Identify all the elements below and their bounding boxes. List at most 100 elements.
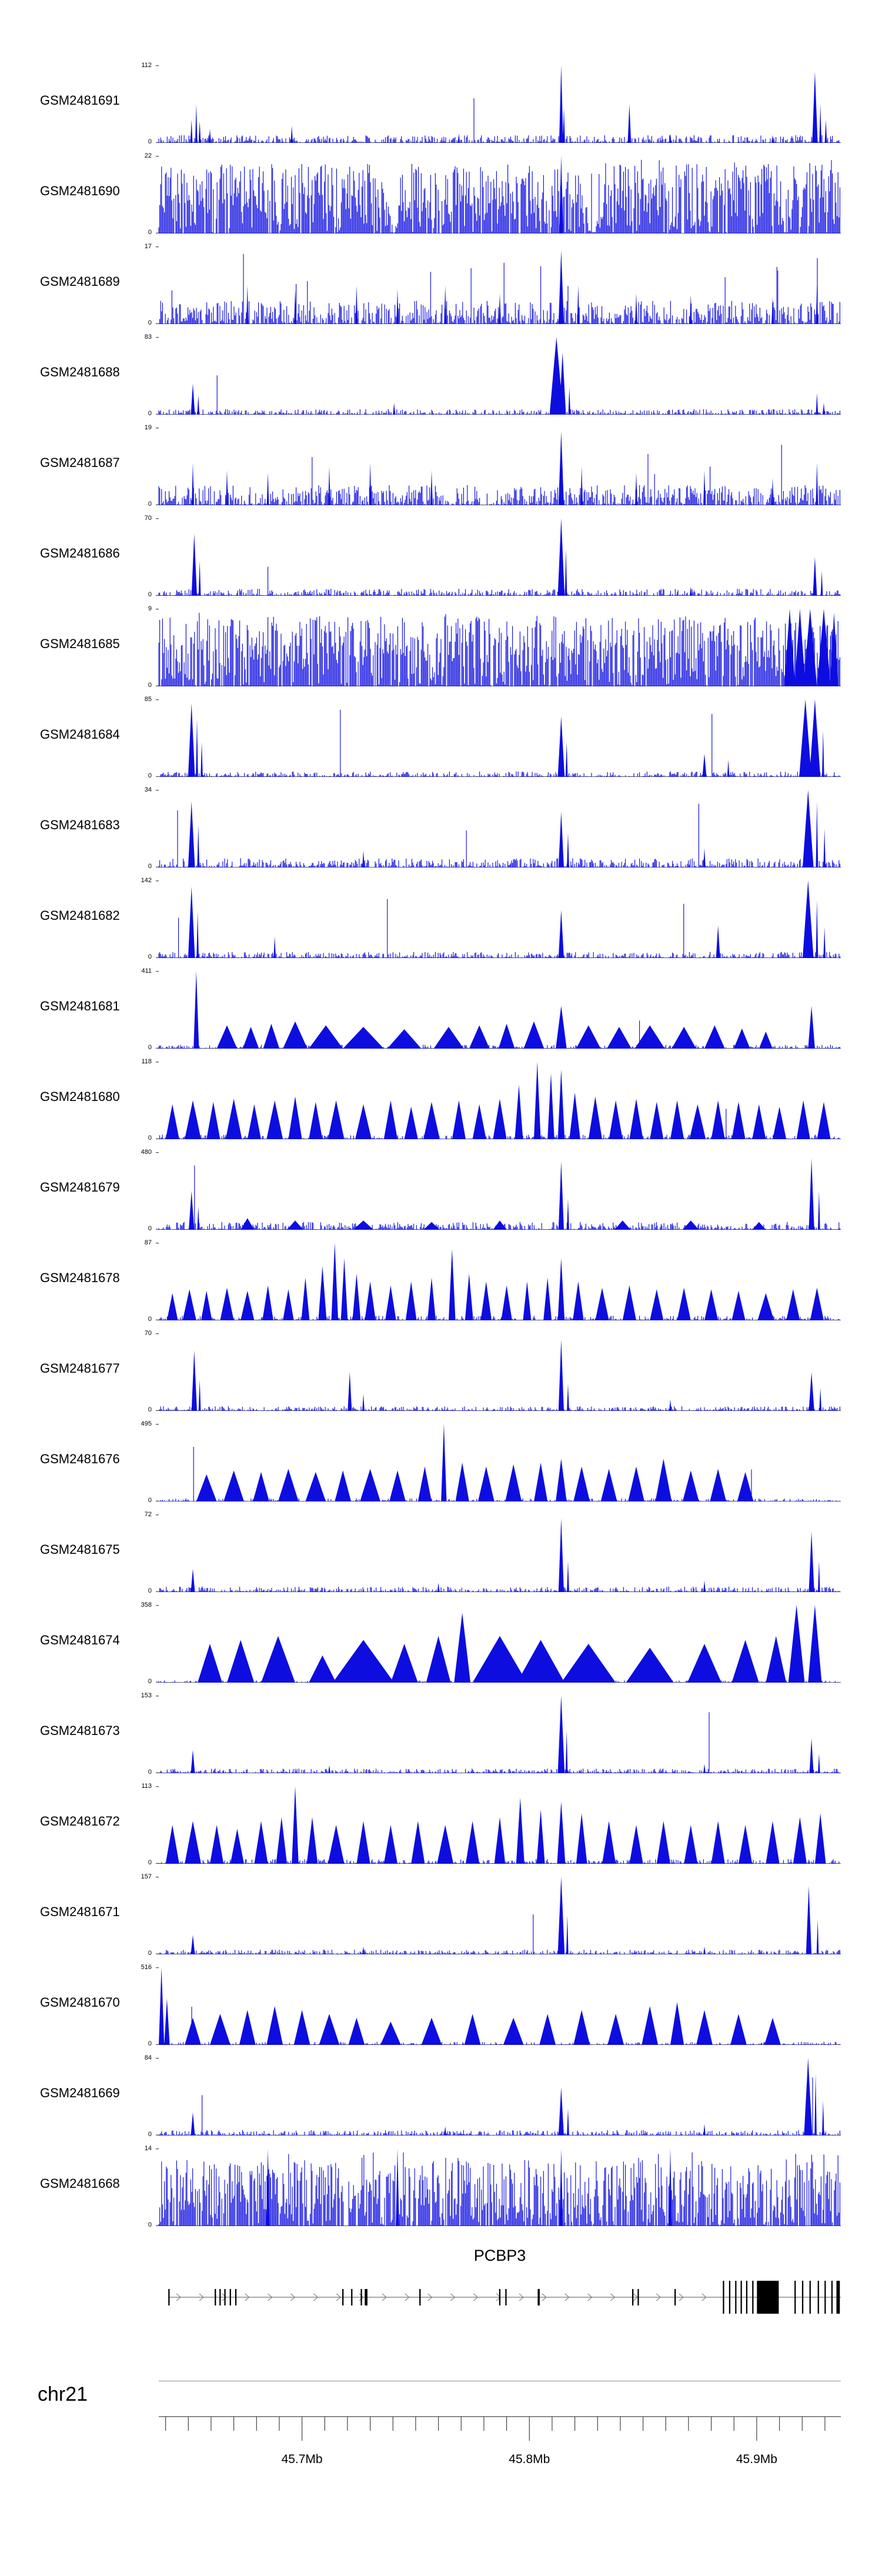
track-row: GSM2481690 22 0 (0, 152, 882, 246)
gene-exon (351, 2289, 353, 2305)
track-signal-plot (156, 1696, 841, 1773)
gene-exon (365, 2289, 368, 2305)
track-ybase-label: 0 (148, 1769, 152, 1776)
track-label: GSM2481684 (40, 727, 120, 742)
track-ybase-label: 0 (148, 863, 152, 870)
track-signal-plot (156, 428, 841, 505)
y-axis-ticks (156, 65, 159, 143)
track-signal-plot (156, 1605, 841, 1683)
track-signal-plot (156, 518, 841, 596)
signal-bars (158, 1406, 840, 1411)
signal-bars (158, 2077, 840, 2135)
y-axis-ticks (156, 337, 159, 415)
track-ybase-label: 0 (148, 1497, 152, 1504)
signal-peaks (196, 1424, 754, 1501)
signal-peaks (192, 431, 818, 505)
signal-peaks (559, 156, 563, 233)
track-ymax-label: 157 (141, 1873, 152, 1880)
track-signal-plot (156, 1333, 841, 1411)
y-axis-ticks (156, 609, 159, 686)
ruler-tick-label: 45.8Mb (509, 2452, 550, 2466)
gene-exon (419, 2289, 421, 2305)
track-ybase-label: 0 (148, 1225, 152, 1232)
y-axis-ticks (156, 1877, 159, 1954)
track-label: GSM2481688 (40, 365, 120, 379)
track-signal-plot (156, 337, 841, 415)
track-row: GSM2481689 17 0 (0, 243, 882, 337)
signal-bars (158, 1914, 840, 1954)
genomic-coordinate-ruler: 45.7Mb 45.8Mb 45.9Mb (159, 2416, 841, 2466)
track-ymax-label: 83 (144, 333, 152, 341)
signal-bars (159, 709, 840, 777)
track-signal-plot (156, 1424, 841, 1501)
track-ymax-label: 72 (144, 1511, 152, 1518)
y-axis-ticks (156, 1514, 159, 1592)
track-label: GSM2481671 (40, 1904, 120, 1919)
track-row: GSM2481683 34 0 (0, 786, 882, 880)
signal-peaks (191, 1877, 819, 1954)
track-row: GSM2481671 157 0 (0, 1873, 882, 1967)
track-ybase-label: 0 (148, 1044, 152, 1051)
track-ybase-label: 0 (148, 1859, 152, 1866)
y-axis-ticks (156, 699, 159, 777)
y-axis-ticks (156, 518, 159, 596)
track-label: GSM2481681 (40, 999, 120, 1013)
y-axis-ticks (156, 1786, 159, 1864)
y-axis-ticks (156, 971, 159, 1049)
gene-exon (824, 2281, 826, 2314)
track-row: GSM2481674 358 0 (0, 1601, 882, 1696)
track-ybase-label: 0 (148, 1950, 152, 1957)
track-label: GSM2481687 (40, 455, 120, 470)
signal-peaks (784, 609, 838, 686)
track-ybase-label: 0 (148, 1587, 152, 1594)
track-ymax-label: 480 (141, 1149, 152, 1156)
track-label: GSM2481690 (40, 183, 120, 198)
gene-exon (817, 2281, 819, 2314)
signal-bars (158, 445, 840, 505)
track-signal-plot (156, 609, 841, 686)
track-row: GSM2481680 118 0 (0, 1058, 882, 1152)
track-signal-plot (156, 2058, 841, 2135)
track-ybase-label: 0 (148, 138, 152, 145)
track-signal-plot (156, 1514, 841, 1592)
signal-bars (158, 1165, 840, 1230)
track-signal-plot (156, 1967, 841, 2045)
gene-exon (740, 2281, 742, 2314)
gene-exon (235, 2289, 237, 2305)
track-row: GSM2481686 70 0 (0, 515, 882, 609)
track-row: GSM2481675 72 0 (0, 1511, 882, 1605)
gene-exon (836, 2281, 840, 2314)
signal-bars (158, 159, 840, 233)
track-signal-plot (156, 790, 841, 867)
y-axis-ticks (156, 1605, 159, 1683)
y-axis-ticks (156, 1152, 159, 1230)
signal-bars (158, 566, 840, 596)
signal-peaks (193, 971, 815, 1049)
track-row: GSM2481677 70 0 (0, 1330, 882, 1424)
ruler-tick-label: 45.9Mb (736, 2452, 777, 2466)
track-ymax-label: 84 (144, 2054, 152, 2061)
track-ymax-label: 358 (141, 1601, 152, 1609)
track-ybase-label: 0 (148, 319, 152, 326)
track-ymax-label: 9 (148, 605, 152, 612)
signal-bars (158, 375, 840, 415)
track-signal-plot (156, 1877, 841, 1954)
gene-exon (729, 2281, 731, 2314)
gene-exon (219, 2289, 221, 2305)
gene-exon (723, 2281, 724, 2314)
signal-peaks (191, 2058, 824, 2135)
track-row: GSM2481672 113 0 (0, 1783, 882, 1877)
track-ybase-label: 0 (148, 2131, 152, 2138)
track-ybase-label: 0 (148, 2040, 152, 2047)
track-label: GSM2481673 (40, 1723, 120, 1738)
track-ybase-label: 0 (148, 229, 152, 236)
track-ybase-label: 0 (148, 1134, 152, 1142)
gene-exon (637, 2289, 639, 2305)
track-row: GSM2481670 516 0 (0, 1964, 882, 2058)
ruler-ticks (165, 2417, 826, 2441)
signal-peaks (191, 337, 825, 415)
track-ybase-label: 0 (148, 2221, 152, 2228)
track-row: GSM2481687 19 0 (0, 424, 882, 518)
gene-exon (735, 2281, 737, 2314)
